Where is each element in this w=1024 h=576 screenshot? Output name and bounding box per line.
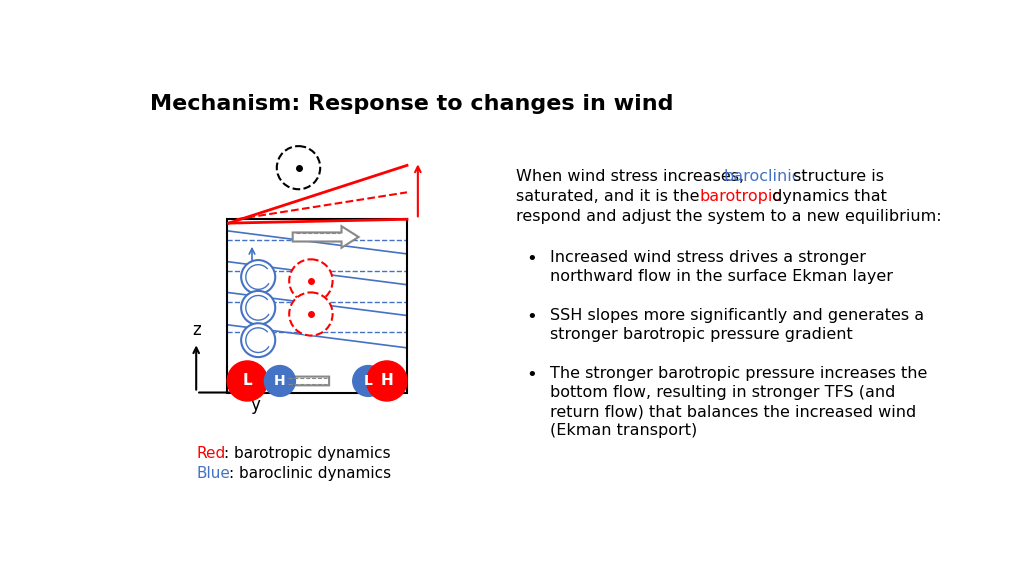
Text: barotropic: barotropic [700,190,782,204]
Circle shape [227,361,267,401]
Text: northward flow in the surface Ekman layer: northward flow in the surface Ekman laye… [550,270,893,285]
Text: structure is: structure is [788,169,885,184]
Text: y: y [251,396,260,414]
Text: •: • [526,250,538,268]
Text: H: H [274,374,286,388]
Text: The stronger barotropic pressure increases the: The stronger barotropic pressure increas… [550,366,927,381]
Text: L: L [364,374,373,388]
Circle shape [352,366,384,396]
Text: : baroclinic dynamics: : baroclinic dynamics [228,465,391,480]
Circle shape [241,323,275,357]
Text: return flow) that balances the increased wind: return flow) that balances the increased… [550,404,915,419]
Circle shape [264,366,295,396]
Text: stronger barotropic pressure gradient: stronger barotropic pressure gradient [550,327,852,342]
Text: L: L [243,373,252,388]
Circle shape [276,146,321,190]
Text: •: • [526,308,538,326]
FancyArrow shape [293,226,358,248]
Text: Blue: Blue [197,465,230,480]
Text: saturated, and it is the: saturated, and it is the [515,190,705,204]
Text: (Ekman transport): (Ekman transport) [550,423,697,438]
Text: z: z [191,321,201,339]
Circle shape [367,361,407,401]
Text: baroclinic: baroclinic [723,169,801,184]
Text: •: • [526,366,538,384]
Circle shape [241,260,275,294]
FancyArrow shape [271,369,329,392]
Text: Red: Red [197,446,225,461]
Bar [227,219,407,392]
Text: dynamics that: dynamics that [767,190,887,204]
Circle shape [289,259,333,302]
Text: SSH slopes more significantly and generates a: SSH slopes more significantly and genera… [550,308,924,323]
Text: When wind stress increases,: When wind stress increases, [515,169,749,184]
Text: bottom flow, resulting in stronger TFS (and: bottom flow, resulting in stronger TFS (… [550,385,895,400]
Text: H: H [381,373,393,388]
Text: : barotropic dynamics: : barotropic dynamics [224,446,391,461]
Text: Increased wind stress drives a stronger: Increased wind stress drives a stronger [550,250,865,265]
Text: Mechanism: Response to changes in wind: Mechanism: Response to changes in wind [150,94,673,114]
Circle shape [241,291,275,325]
Circle shape [289,293,333,336]
Text: respond and adjust the system to a new equilibrium:: respond and adjust the system to a new e… [515,209,941,224]
